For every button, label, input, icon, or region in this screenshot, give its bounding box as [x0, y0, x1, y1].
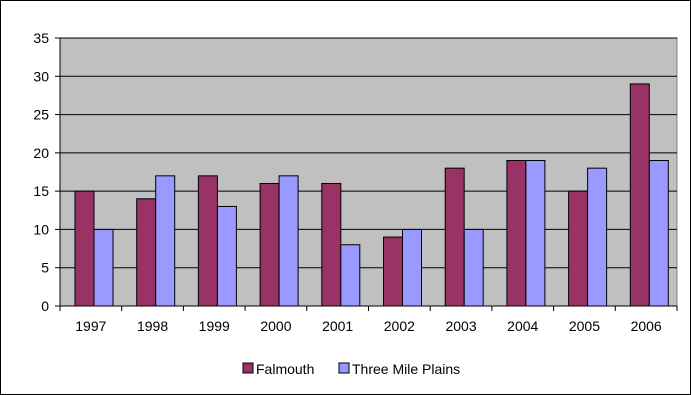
- y-tick-label: 0: [41, 298, 49, 314]
- bar-three-mile-plains-1999: [216, 205, 237, 307]
- bar-falmouth-1998: [136, 198, 157, 307]
- bar-three-mile-plains-2000: [278, 175, 299, 307]
- bar-falmouth-2002: [383, 236, 403, 307]
- legend-swatch-falmouth: [242, 362, 254, 374]
- y-tick-label: 30: [33, 68, 49, 84]
- bar-three-mile-plains-2006: [648, 160, 669, 307]
- x-tick-label: 2003: [445, 318, 476, 334]
- x-tick-label: 1999: [199, 318, 230, 334]
- x-tick-label: 2006: [631, 318, 662, 334]
- bar-falmouth-2004: [506, 160, 527, 307]
- bar-falmouth-1997: [74, 190, 95, 307]
- x-tick-label: 2004: [507, 318, 538, 334]
- bar-three-mile-plains-2005: [587, 167, 608, 307]
- x-tick-label: 1997: [75, 318, 106, 334]
- bar-falmouth-1999: [197, 175, 218, 307]
- bar-three-mile-plains-2001: [340, 244, 361, 307]
- y-tick-label: 20: [33, 145, 49, 161]
- bar-three-mile-plains-2003: [463, 228, 484, 307]
- y-tick-label: 25: [33, 107, 49, 123]
- bar-three-mile-plains-2004: [525, 160, 546, 307]
- bar-three-mile-plains-1997: [93, 228, 114, 307]
- y-tick-label: 15: [33, 183, 49, 199]
- x-tick-label: 1998: [137, 318, 168, 334]
- legend-label-three-mile-plains: Three Mile Plains: [352, 361, 460, 377]
- x-tick-label: 2002: [384, 318, 415, 334]
- x-tick-label: 2000: [260, 318, 291, 334]
- y-tick-label: 35: [33, 30, 49, 46]
- bar-three-mile-plains-2002: [402, 228, 422, 307]
- x-tick-label: 2005: [569, 318, 600, 334]
- x-tick-label: 2001: [322, 318, 353, 334]
- y-tick-label: 5: [41, 260, 49, 276]
- y-tick-label: 10: [33, 221, 49, 237]
- bar-falmouth-2003: [444, 167, 465, 307]
- legend-swatch-three-mile-plains: [338, 362, 350, 374]
- bar-three-mile-plains-1998: [155, 175, 176, 307]
- bar-falmouth-2001: [321, 182, 342, 307]
- bar-falmouth-2000: [259, 182, 280, 307]
- legend-label-falmouth: Falmouth: [256, 361, 314, 377]
- bar-falmouth-2006: [629, 83, 650, 307]
- bar-falmouth-2005: [568, 190, 589, 307]
